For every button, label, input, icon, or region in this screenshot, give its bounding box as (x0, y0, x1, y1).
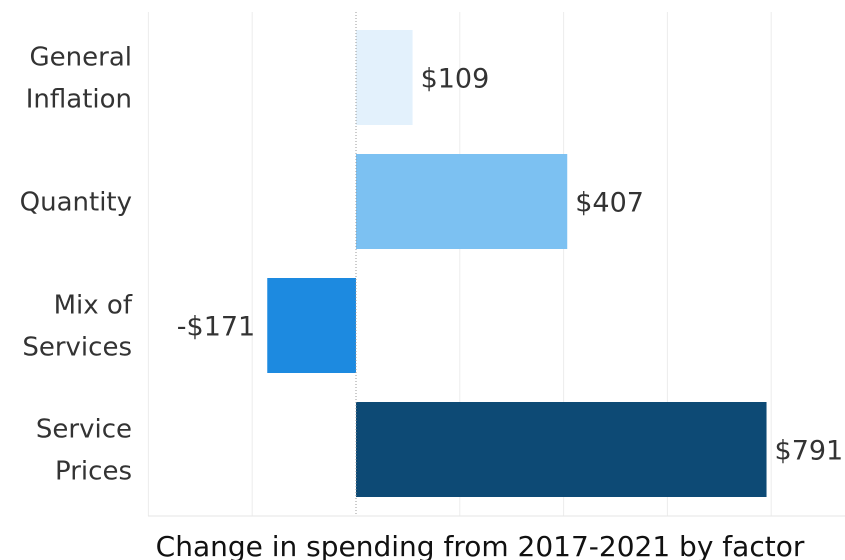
bars (267, 30, 766, 497)
value-label: $109 (421, 64, 490, 95)
x-axis-title: Change in spending from 2017-2021 by fac… (156, 530, 805, 560)
bar-quantity (356, 154, 567, 249)
value-label: $791 (775, 436, 844, 467)
category-label: Service Prices (36, 415, 132, 487)
value-label: $407 (575, 188, 644, 219)
bar-general-inflation (356, 30, 413, 125)
category-label: General Inflation (26, 43, 132, 115)
bar-service-prices (356, 402, 767, 497)
category-label: Quantity (20, 188, 132, 218)
category-label: Mix of Services (22, 291, 132, 363)
bar-mix-of-services (267, 278, 356, 373)
value-label: -$171 (177, 312, 255, 343)
category-labels: General Inflation Quantity Mix of Services Se… (20, 43, 133, 487)
